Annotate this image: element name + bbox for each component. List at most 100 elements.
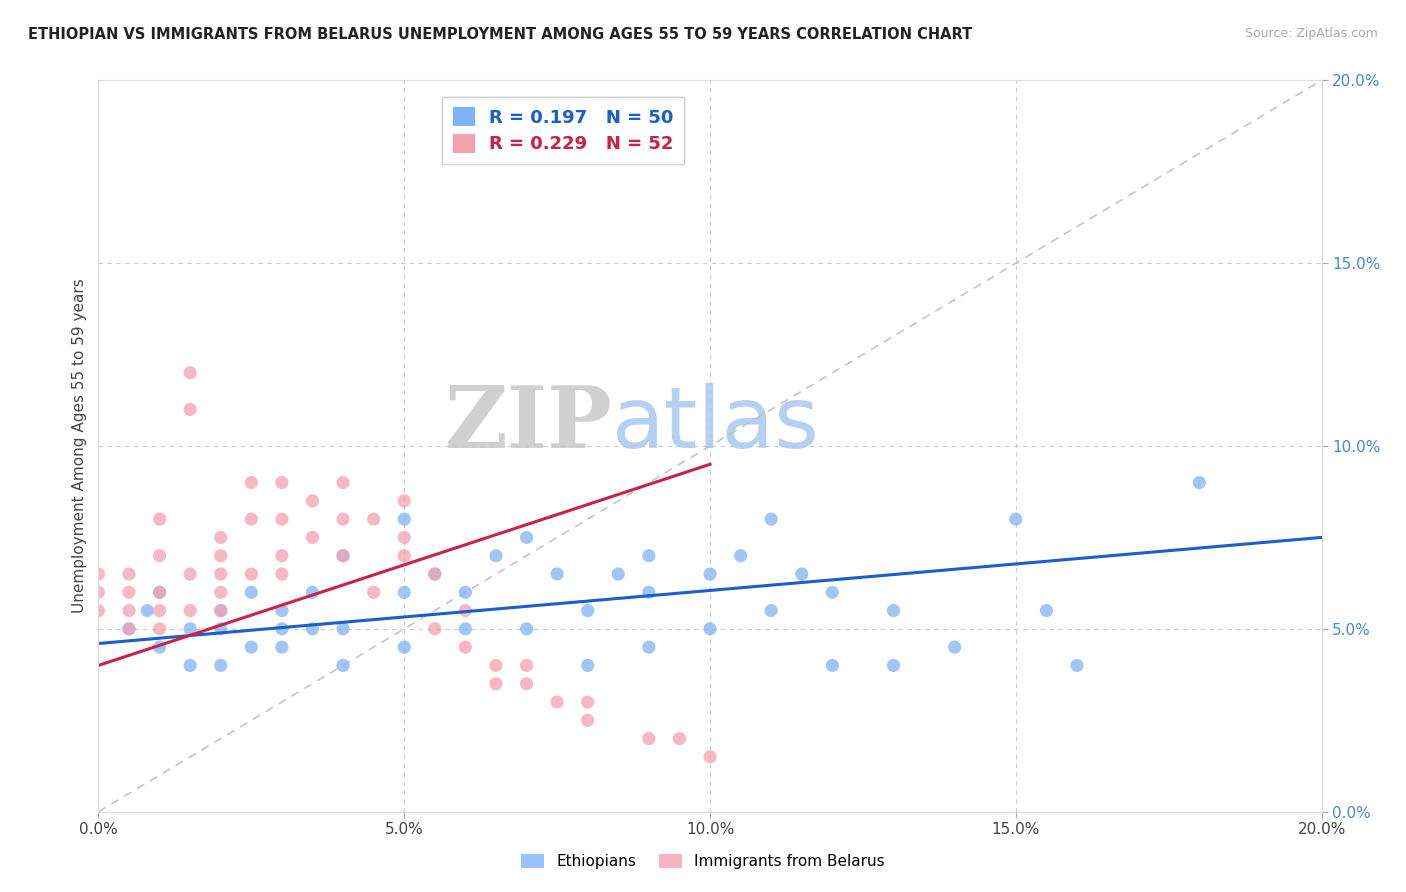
Ethiopians — [516, 622, 538, 636]
Immigrants from Belarus — [363, 512, 385, 526]
Ethiopians — [392, 640, 416, 655]
Ethiopians — [637, 640, 661, 655]
Ethiopians — [759, 603, 782, 617]
Ethiopians — [270, 640, 292, 655]
Immigrants from Belarus — [301, 530, 323, 544]
Immigrants from Belarus — [118, 622, 141, 636]
Ethiopians — [240, 640, 263, 655]
Immigrants from Belarus — [454, 640, 477, 655]
Ethiopians — [821, 658, 844, 673]
Ethiopians — [637, 585, 661, 599]
Ethiopians — [179, 658, 201, 673]
Immigrants from Belarus — [149, 512, 172, 526]
Immigrants from Belarus — [637, 731, 661, 746]
Immigrants from Belarus — [270, 567, 292, 582]
Ethiopians — [546, 567, 568, 582]
Ethiopians — [332, 658, 354, 673]
Immigrants from Belarus — [118, 585, 141, 599]
Ethiopians — [759, 512, 782, 526]
Ethiopians — [1004, 512, 1026, 526]
Immigrants from Belarus — [668, 731, 690, 746]
Ethiopians — [1066, 658, 1088, 673]
Immigrants from Belarus — [363, 585, 385, 599]
Ethiopians — [209, 658, 232, 673]
Ethiopians — [730, 549, 752, 563]
Immigrants from Belarus — [516, 658, 538, 673]
Ethiopians — [699, 622, 721, 636]
Immigrants from Belarus — [149, 585, 172, 599]
Ethiopians — [179, 622, 201, 636]
Immigrants from Belarus — [240, 512, 263, 526]
Immigrants from Belarus — [209, 603, 232, 617]
Ethiopians — [607, 567, 630, 582]
Ethiopians — [637, 549, 661, 563]
Immigrants from Belarus — [118, 603, 141, 617]
Text: Source: ZipAtlas.com: Source: ZipAtlas.com — [1244, 27, 1378, 40]
Text: atlas: atlas — [612, 383, 820, 466]
Ethiopians — [149, 585, 172, 599]
Ethiopians — [790, 567, 813, 582]
Immigrants from Belarus — [270, 549, 292, 563]
Immigrants from Belarus — [332, 549, 354, 563]
Ethiopians — [423, 567, 446, 582]
Immigrants from Belarus — [301, 493, 323, 508]
Immigrants from Belarus — [516, 676, 538, 690]
Ethiopians — [301, 585, 323, 599]
Ethiopians — [576, 658, 599, 673]
Text: ETHIOPIAN VS IMMIGRANTS FROM BELARUS UNEMPLOYMENT AMONG AGES 55 TO 59 YEARS CORR: ETHIOPIAN VS IMMIGRANTS FROM BELARUS UNE… — [28, 27, 973, 42]
Ethiopians — [209, 622, 232, 636]
Immigrants from Belarus — [332, 475, 354, 490]
Immigrants from Belarus — [87, 567, 110, 582]
Text: ZIP: ZIP — [444, 382, 612, 466]
Ethiopians — [485, 549, 508, 563]
Ethiopians — [454, 585, 477, 599]
Immigrants from Belarus — [149, 603, 172, 617]
Ethiopians — [270, 603, 292, 617]
Immigrants from Belarus — [485, 658, 508, 673]
Ethiopians — [240, 585, 263, 599]
Immigrants from Belarus — [270, 475, 292, 490]
Ethiopians — [118, 622, 141, 636]
Immigrants from Belarus — [179, 567, 201, 582]
Immigrants from Belarus — [699, 749, 721, 764]
Ethiopians — [392, 512, 416, 526]
Immigrants from Belarus — [209, 549, 232, 563]
Ethiopians — [301, 622, 323, 636]
Ethiopians — [149, 640, 172, 655]
Immigrants from Belarus — [240, 567, 263, 582]
Ethiopians — [1035, 603, 1057, 617]
Ethiopians — [516, 530, 538, 544]
Immigrants from Belarus — [332, 512, 354, 526]
Immigrants from Belarus — [270, 512, 292, 526]
Immigrants from Belarus — [179, 603, 201, 617]
Ethiopians — [821, 585, 844, 599]
Immigrants from Belarus — [546, 695, 568, 709]
Immigrants from Belarus — [209, 530, 232, 544]
Ethiopians — [1188, 475, 1211, 490]
Immigrants from Belarus — [576, 714, 599, 728]
Ethiopians — [943, 640, 966, 655]
Ethiopians — [136, 603, 159, 617]
Immigrants from Belarus — [454, 603, 477, 617]
Immigrants from Belarus — [149, 622, 172, 636]
Immigrants from Belarus — [240, 475, 263, 490]
Ethiopians — [332, 622, 354, 636]
Immigrants from Belarus — [118, 567, 141, 582]
Immigrants from Belarus — [392, 493, 416, 508]
Ethiopians — [209, 603, 232, 617]
Immigrants from Belarus — [423, 567, 446, 582]
Immigrants from Belarus — [179, 402, 201, 417]
Ethiopians — [332, 549, 354, 563]
Immigrants from Belarus — [485, 676, 508, 690]
Immigrants from Belarus — [87, 603, 110, 617]
Ethiopians — [576, 603, 599, 617]
Immigrants from Belarus — [423, 622, 446, 636]
Immigrants from Belarus — [179, 366, 201, 380]
Legend: R = 0.197   N = 50, R = 0.229   N = 52: R = 0.197 N = 50, R = 0.229 N = 52 — [441, 96, 685, 164]
Immigrants from Belarus — [149, 549, 172, 563]
Ethiopians — [883, 658, 905, 673]
Immigrants from Belarus — [392, 549, 416, 563]
Ethiopians — [270, 622, 292, 636]
Y-axis label: Unemployment Among Ages 55 to 59 years: Unemployment Among Ages 55 to 59 years — [72, 278, 87, 614]
Ethiopians — [392, 585, 416, 599]
